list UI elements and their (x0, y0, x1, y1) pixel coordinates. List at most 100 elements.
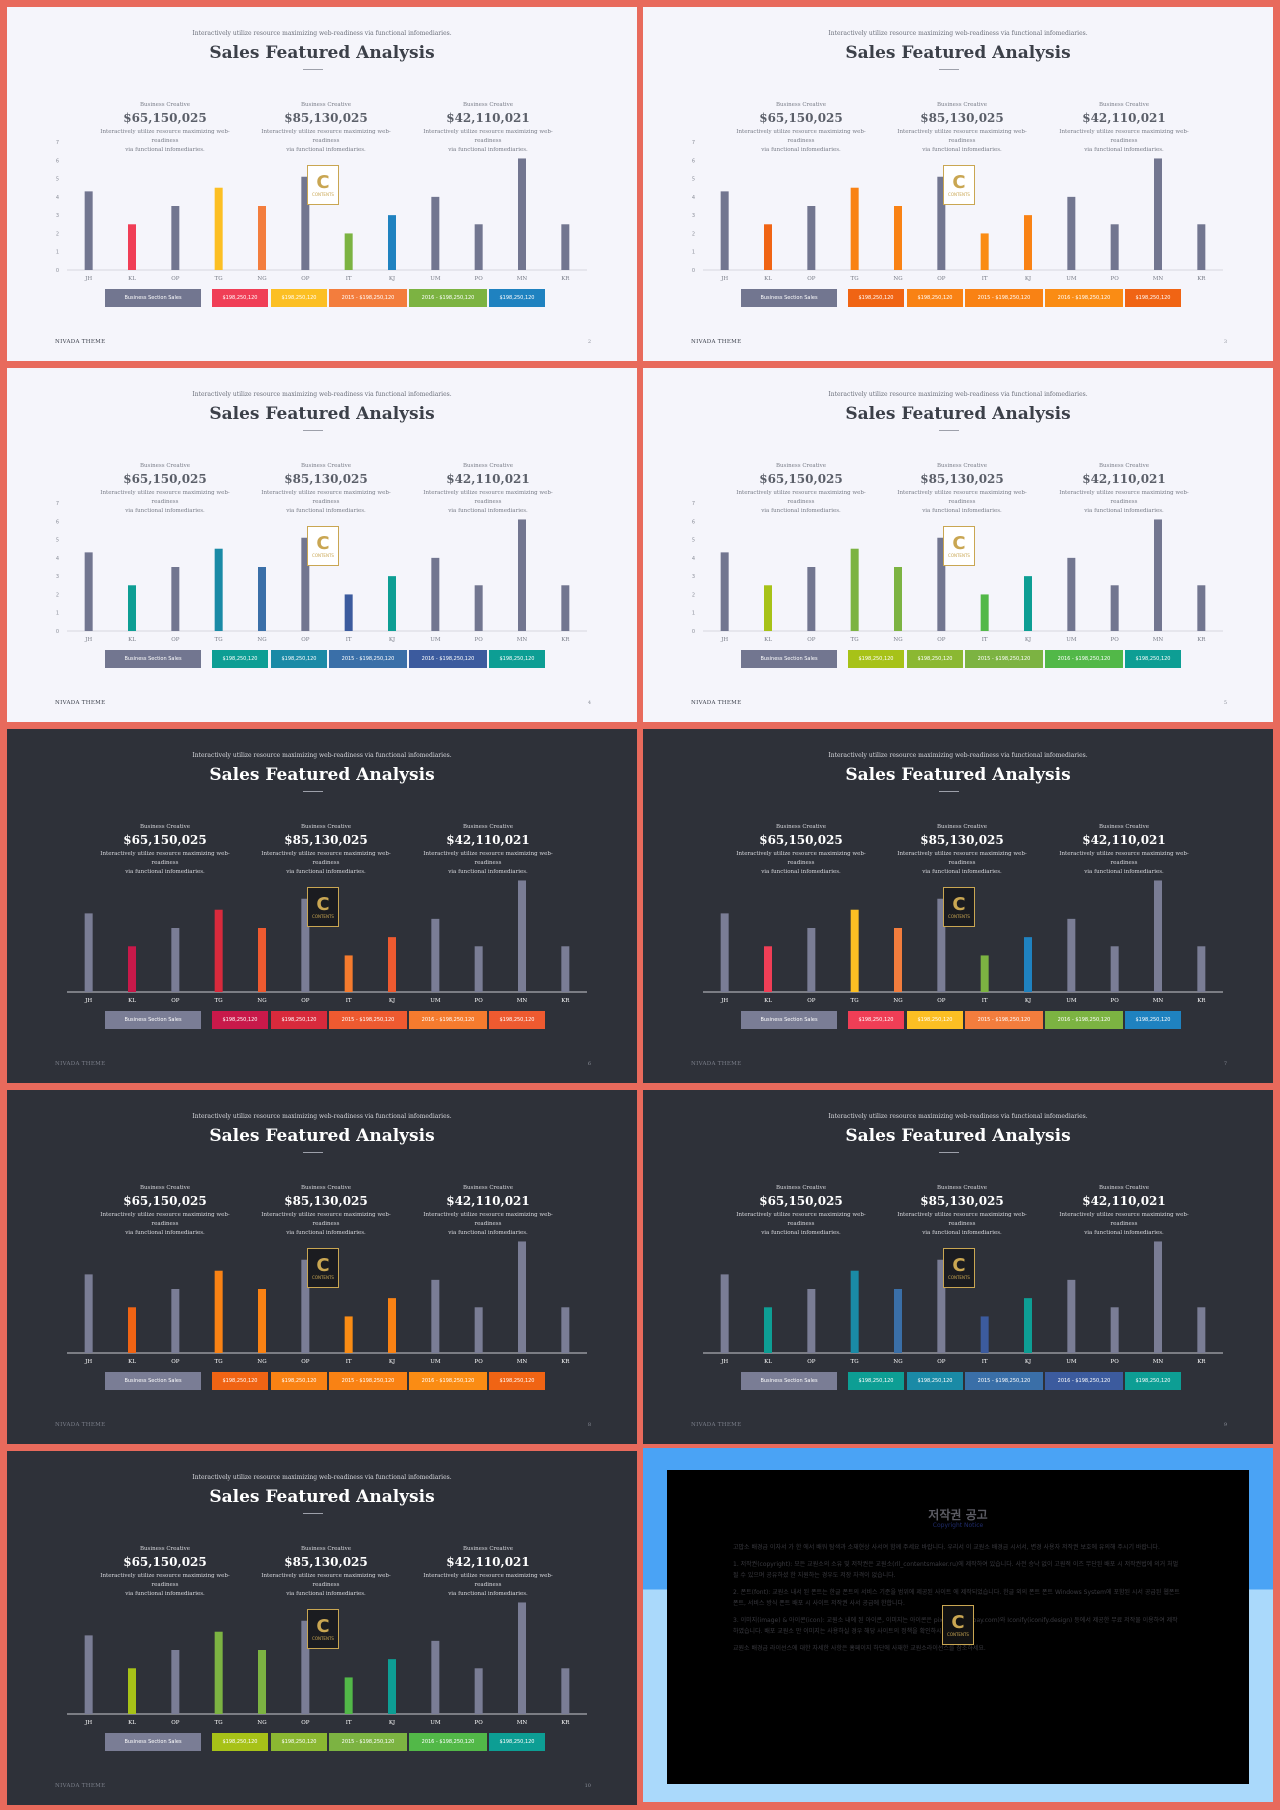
bar-um (431, 1279, 440, 1353)
x-tick-label: JH (720, 998, 728, 1004)
x-tick-label: MN (1153, 1359, 1164, 1365)
stat-description: Interactively utilize resource maximizin… (418, 128, 558, 155)
bar-kj (1024, 937, 1032, 992)
stat-desc-line-1: Interactively utilize resource maximizin… (897, 129, 1027, 144)
legend-entry: 2016 - $198,250,120 (1045, 289, 1123, 307)
stat-block: Business Creative $65,150,025 Interactivel… (95, 102, 235, 155)
logo-letter: C (316, 532, 330, 554)
x-tick-label: KL (128, 1359, 136, 1365)
legend-entry: $198,250,120 (907, 289, 963, 307)
logo-letter: C (316, 1615, 330, 1637)
y-tick-label: 5 (56, 538, 59, 544)
chart-svg: JH KL OP TG NG OP IT KJ UM PO MN KR (703, 880, 1223, 1004)
stat-description: Interactively utilize resource maximizin… (892, 489, 1032, 516)
legend-entry: 2016 - $198,250,120 (409, 650, 487, 668)
legend-entry: 2016 - $198,250,120 (1045, 1372, 1123, 1390)
stat-description: Interactively utilize resource maximizin… (892, 128, 1032, 155)
x-tick-label: MN (517, 637, 528, 643)
bar-po (474, 1307, 483, 1353)
x-tick-label: KR (1197, 276, 1206, 282)
bar-jh (720, 191, 729, 270)
slide-tagline: Interactively utilize resource maximizin… (828, 1113, 1088, 1120)
logo-letter: C (316, 171, 330, 193)
slide-title: Sales Featured Analysis (845, 1126, 1071, 1146)
bar-chart: JH KL OP TG NG OP IT KJ UM PO MN KR (683, 1215, 1243, 1365)
stat-value: $65,150,025 (759, 1194, 843, 1208)
stat-block: Business Creative $85,130,025 Interactivel… (256, 1546, 396, 1599)
stat-label: Business Creative (139, 1185, 191, 1191)
legend-entry: 2015 - $198,250,120 (329, 1011, 407, 1029)
stat-description: Interactively utilize resource maximizin… (731, 1211, 871, 1238)
bar-op (171, 567, 180, 631)
x-tick-label: IT (982, 998, 988, 1004)
footer-brand: NIVADA THEME (55, 339, 106, 345)
slide-5: Interactively utilize resource maximizin… (643, 368, 1273, 722)
logo-letter: C (952, 171, 966, 193)
y-tick-label: 6 (56, 158, 59, 164)
x-tick-label: KL (128, 276, 136, 282)
x-tick-label: KR (1197, 998, 1206, 1004)
bar-kr (561, 224, 570, 270)
logo-text: CONTENTS (948, 1274, 970, 1280)
stat-label: Business Creative (139, 1546, 191, 1552)
bar-chart: 0 1 2 3 4 5 6 7 JH KL OP TG NG OP IT KJ UM PO MN KR (683, 132, 1243, 282)
x-tick-label: MN (517, 276, 528, 282)
y-tick-label: 4 (692, 195, 695, 201)
x-tick-label: KR (561, 998, 570, 1004)
bar-kl (764, 224, 772, 270)
legend-entry: $198,250,120 (907, 1372, 963, 1390)
page-number: 10 (584, 1783, 591, 1789)
x-tick-label: TG (215, 998, 223, 1004)
bar-it (980, 594, 989, 631)
contents-logo: C CONTENTS (307, 1609, 339, 1649)
footer-brand: NIVADA THEME (55, 1061, 106, 1067)
slide-10: Interactively utilize resource maximizin… (7, 1451, 637, 1805)
bar-jh (720, 552, 729, 631)
stat-desc-line-1: Interactively utilize resource maximizin… (261, 851, 391, 866)
stat-block: Business Creative $65,150,025 Interactivel… (95, 463, 235, 516)
bar-jh (84, 1274, 93, 1353)
legend-entry: 2016 - $198,250,120 (1045, 1011, 1123, 1029)
stat-block: Business Creative $65,150,025 Interactivel… (731, 824, 871, 877)
stat-value: $65,150,025 (123, 1194, 207, 1208)
y-tick-label: 0 (692, 629, 695, 635)
footer-brand: NIVADA THEME (55, 1783, 106, 1789)
bar-chart: JH KL OP TG NG OP IT KJ UM PO MN KR (47, 854, 607, 1004)
stat-label: Business Creative (1098, 1185, 1150, 1191)
bar-po (474, 1668, 483, 1714)
bar-um (431, 557, 440, 631)
page-number: 2 (587, 339, 591, 345)
y-tick-label: 4 (56, 195, 59, 201)
page-number: 3 (1223, 339, 1227, 345)
stat-desc-line-1: Interactively utilize resource maximizin… (736, 490, 866, 505)
slide-tagline: Interactively utilize resource maximizin… (828, 752, 1088, 759)
bar-jh (84, 913, 93, 992)
bar-ng (258, 1289, 266, 1353)
stat-desc-line-1: Interactively utilize resource maximizin… (423, 1212, 553, 1227)
stat-desc-line-2: via functional infomediaries. (125, 508, 205, 514)
bar-ng (258, 1650, 266, 1714)
y-tick-label: 7 (692, 140, 695, 146)
stat-description: Interactively utilize resource maximizin… (256, 489, 396, 516)
bar-op (807, 928, 816, 992)
contents-logo: C CONTENTS (942, 1605, 974, 1645)
x-tick-label: NG (893, 998, 902, 1004)
title-divider (303, 791, 323, 792)
logo-text: CONTENTS (948, 552, 970, 558)
bar-tg (850, 909, 859, 992)
x-tick-label: KR (561, 1359, 570, 1365)
page-number: 4 (587, 700, 591, 706)
stat-desc-line-2: via functional infomediaries. (448, 1230, 528, 1236)
y-tick-label: 7 (56, 140, 59, 146)
stat-block: Business Creative $42,110,021 Interactivel… (418, 1185, 558, 1238)
x-tick-label: TG (851, 998, 859, 1004)
bar-mn (518, 519, 526, 631)
x-tick-label: PO (475, 1720, 484, 1726)
stat-label: Business Creative (936, 102, 988, 108)
stat-block: Business Creative $65,150,025 Interactivel… (731, 102, 871, 155)
stat-desc-line-1: Interactively utilize resource maximizin… (100, 1573, 230, 1588)
stat-desc-line-2: via functional infomediaries. (286, 508, 366, 514)
x-tick-label: PO (475, 998, 484, 1004)
logo-letter: C (952, 893, 966, 915)
contents-logo: C CONTENTS (943, 1248, 975, 1288)
